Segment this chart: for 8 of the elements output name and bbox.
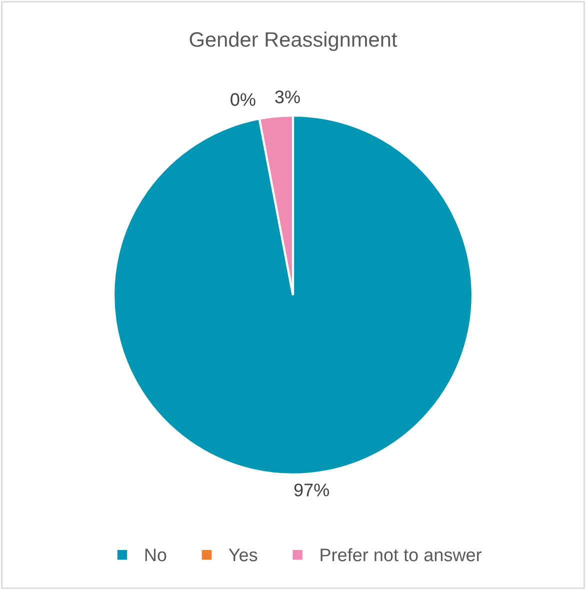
- legend-label: Prefer not to answer: [320, 548, 482, 562]
- pie-slice: [112, 114, 474, 476]
- data-label: 97%: [294, 484, 330, 496]
- legend-label: Yes: [228, 548, 258, 562]
- chart-title: Gender Reassignment: [190, 32, 398, 52]
- text: 0%: [230, 93, 256, 106]
- legend-label: No: [145, 548, 166, 562]
- data-label: 3%: [275, 90, 300, 104]
